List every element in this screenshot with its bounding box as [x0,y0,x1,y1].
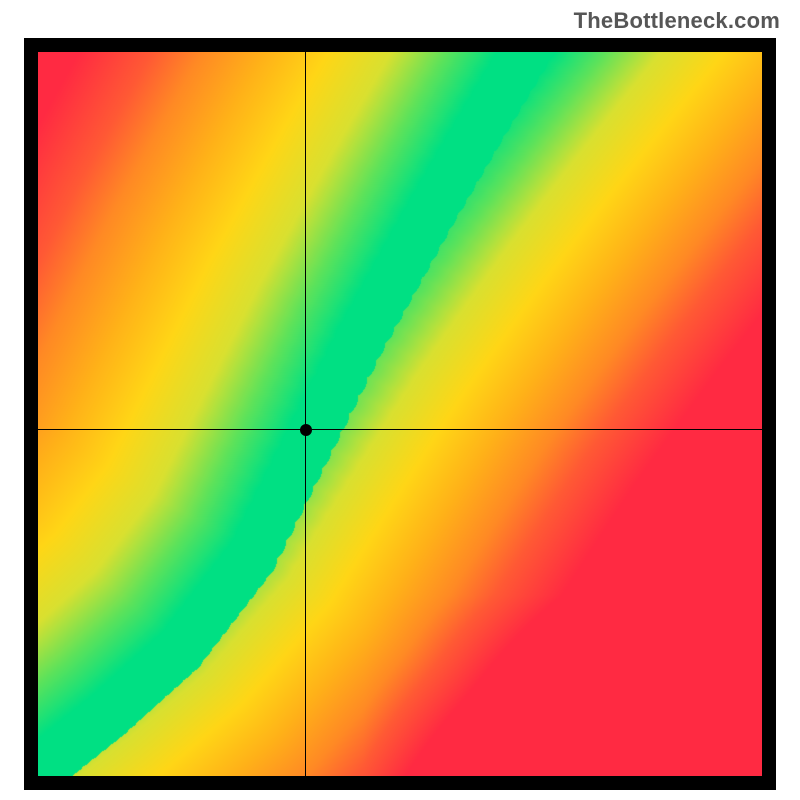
watermark-text: TheBottleneck.com [574,8,780,34]
plot-outer-frame [24,38,776,790]
heatmap-canvas [38,52,762,776]
crosshair-vertical [305,52,306,776]
marker-point [300,424,312,436]
plot-inner-area [38,52,762,776]
crosshair-horizontal [38,429,762,430]
